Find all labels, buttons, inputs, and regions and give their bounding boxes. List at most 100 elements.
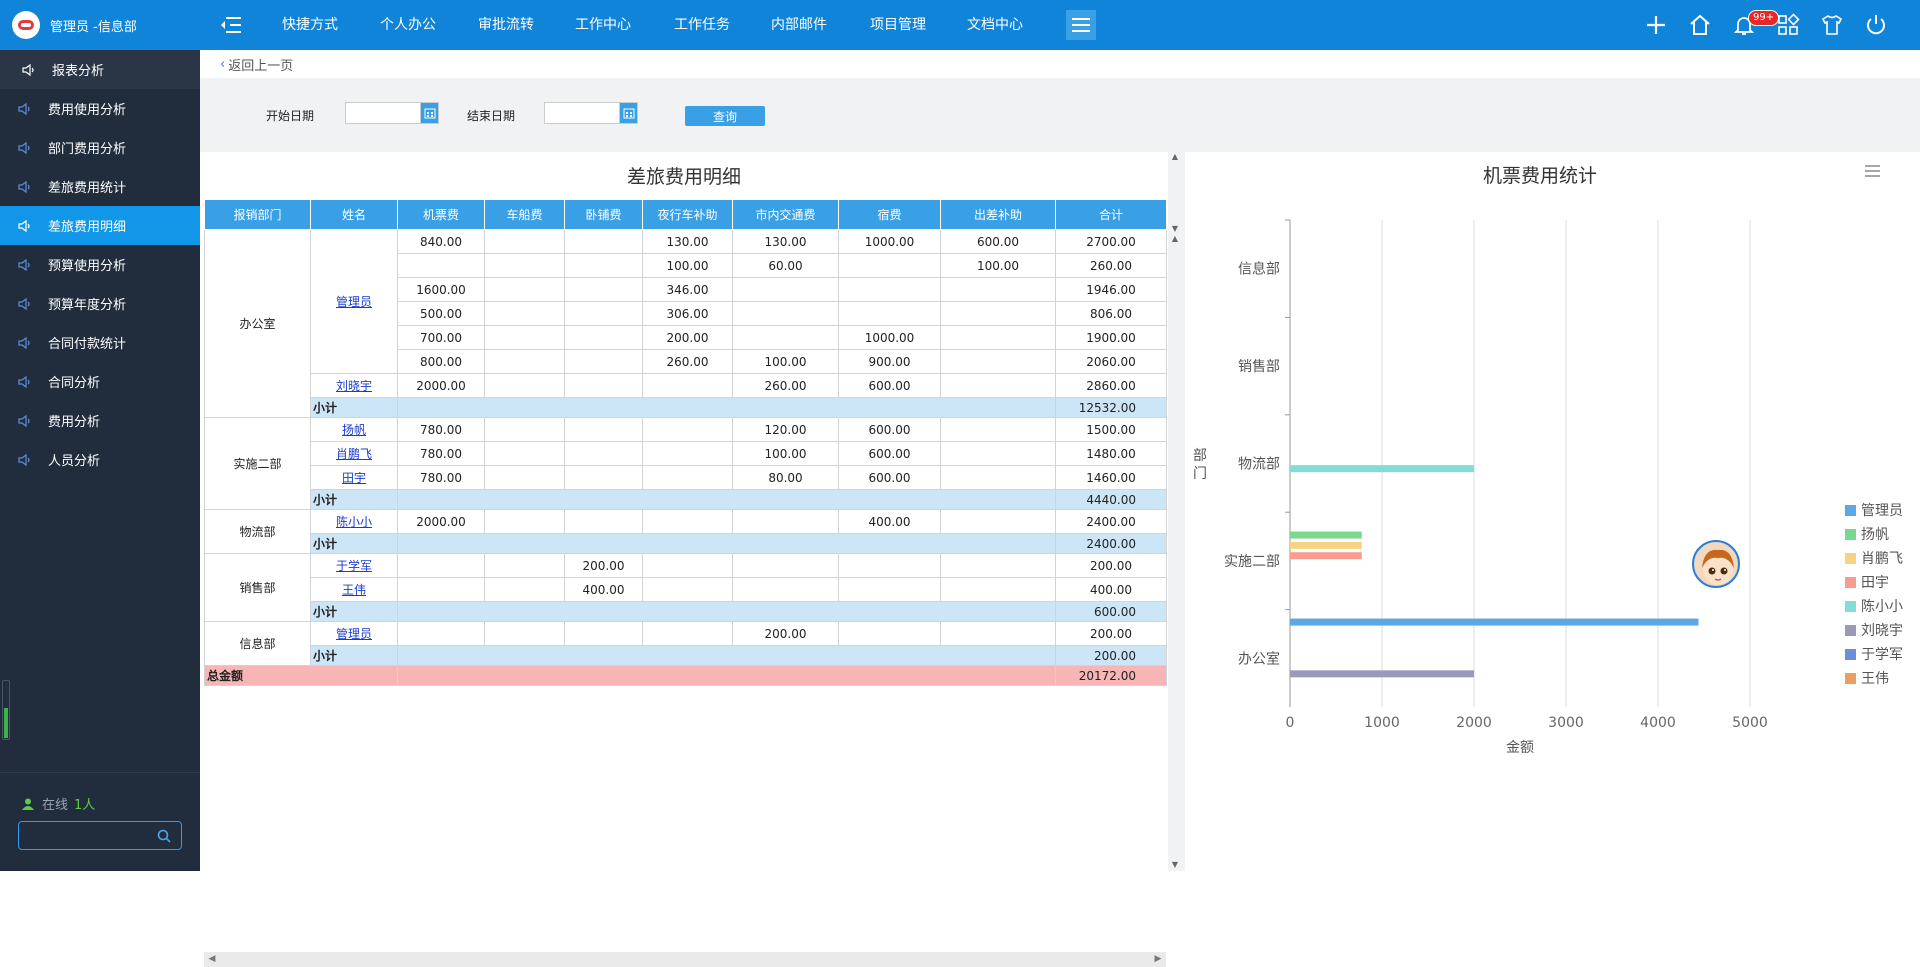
sidebar-item-label: 合同分析: [48, 376, 101, 391]
sidebar-item-2[interactable]: 部门费用分析: [0, 128, 200, 167]
column-header: 机票费: [397, 199, 485, 230]
value-cell: 700.00: [397, 325, 485, 350]
value-cell: [564, 417, 643, 442]
nav-link-5[interactable]: 内部邮件: [771, 17, 827, 33]
plus-icon[interactable]: [1644, 13, 1668, 37]
value-cell: 2000.00: [397, 509, 485, 534]
sidebar-item-5[interactable]: 预算使用分析: [0, 245, 200, 284]
end-date-field[interactable]: [544, 102, 638, 124]
value-cell: [940, 553, 1056, 578]
apps-icon[interactable]: [1776, 13, 1800, 37]
person-link[interactable]: 刘晓宇: [310, 373, 398, 398]
sidebar-item-label: 费用分析: [48, 415, 101, 430]
sidebar-item-0[interactable]: 报表分析: [0, 50, 200, 89]
nav-link-1[interactable]: 个人办公: [380, 17, 436, 33]
value-cell: 200.00: [1055, 621, 1167, 646]
scroll-down-icon[interactable]: ▼: [1171, 860, 1179, 869]
total-amount: 20172.00: [1055, 665, 1167, 686]
person-link[interactable]: 于学军: [310, 553, 398, 578]
detail-table-panel: 差旅费用明细 报销部门 姓名 机票费 车船费 卧铺费 夜行车补助 市内交通费 宿费 出差补助 合计…: [200, 152, 1168, 967]
legend-swatch: [1845, 528, 1856, 540]
start-date-label: 开始日期: [266, 109, 315, 123]
subtotal-spacer: [397, 397, 1056, 418]
bell-icon[interactable]: [1732, 13, 1756, 37]
legend-swatch: [1845, 600, 1856, 612]
sidebar-item-8[interactable]: 合同分析: [0, 362, 200, 401]
value-cell: [838, 621, 941, 646]
notification-badge: 99+: [1748, 10, 1780, 26]
value-cell: 2060.00: [1055, 349, 1167, 374]
legend-item[interactable]: 刘晓宇: [1845, 620, 1903, 640]
calendar-icon[interactable]: [420, 103, 438, 123]
sidebar-item-label: 差旅费用统计: [48, 181, 127, 196]
bar: [1290, 541, 1362, 549]
sidebar-item-10[interactable]: 人员分析: [0, 440, 200, 479]
scroll-right-icon[interactable]: ▶: [1154, 954, 1162, 964]
sidebar-item-6[interactable]: 预算年度分析: [0, 284, 200, 323]
person-link[interactable]: 扬帆: [310, 417, 398, 442]
nav-link-2[interactable]: 审批流转: [478, 17, 534, 33]
person-link[interactable]: 田宇: [310, 465, 398, 490]
value-cell: 100.00: [732, 441, 839, 466]
sidebar-item-9[interactable]: 费用分析: [0, 401, 200, 440]
value-cell: [397, 621, 485, 646]
person-link[interactable]: 管理员: [310, 621, 398, 646]
legend-item[interactable]: 陈小小: [1845, 596, 1903, 616]
scroll-down-icon[interactable]: ▼: [1171, 224, 1179, 233]
legend-swatch: [1845, 504, 1856, 516]
legend-item[interactable]: 王伟: [1845, 668, 1889, 688]
home-icon[interactable]: [1688, 13, 1712, 37]
horizontal-scrollbar[interactable]: ◀ ▶: [204, 952, 1166, 967]
sidebar-item-3[interactable]: 差旅费用统计: [0, 167, 200, 206]
table-row: 700.00 200.00 1000.00 1900.00: [205, 325, 1167, 350]
start-date-field[interactable]: [345, 102, 439, 124]
sidebar-item-4[interactable]: 差旅费用明细: [0, 206, 200, 245]
value-cell: [397, 553, 485, 578]
nav-link-3[interactable]: 工作中心: [575, 17, 631, 33]
sidebar-item-1[interactable]: 费用使用分析: [0, 89, 200, 128]
speaker-icon: [18, 219, 30, 232]
person-link[interactable]: 管理员: [310, 229, 398, 374]
nav-link-0[interactable]: 快捷方式: [282, 17, 338, 33]
value-cell: [940, 509, 1056, 534]
chart-menu-icon[interactable]: [1865, 165, 1880, 177]
value-cell: [732, 277, 839, 302]
sidebar-search-input[interactable]: [19, 822, 149, 849]
y-axis-label: 门: [1193, 466, 1207, 482]
scroll-left-icon[interactable]: ◀: [208, 954, 216, 964]
query-button[interactable]: 查询: [685, 106, 765, 126]
person-link[interactable]: 陈小小: [310, 509, 398, 534]
table-row: 田宇 780.00 80.00 600.00 1460.00: [205, 465, 1167, 490]
avatar[interactable]: [1692, 540, 1740, 588]
legend-label: 田宇: [1861, 575, 1889, 591]
calendar-icon[interactable]: [619, 103, 637, 123]
value-cell: 2000.00: [397, 373, 485, 398]
sidebar-item-7[interactable]: 合同付款统计: [0, 323, 200, 362]
scroll-up-icon[interactable]: ▲: [1171, 234, 1179, 243]
legend-item[interactable]: 于学军: [1845, 644, 1903, 664]
scroll-up-icon[interactable]: ▲: [1171, 152, 1179, 161]
back-link[interactable]: 返回上一页: [228, 58, 294, 74]
legend-item[interactable]: 管理员: [1845, 500, 1903, 520]
legend-item[interactable]: 肖鹏飞: [1845, 548, 1903, 568]
value-cell: [564, 441, 643, 466]
airfare-chart-panel: 机票费用统计 0 1000 2000 3000 4000 5000 信息部 销售部 物流部 实施二部…: [1185, 152, 1920, 871]
nav-link-6[interactable]: 项目管理: [870, 17, 926, 33]
person-link[interactable]: 王伟: [310, 577, 398, 602]
shirt-icon[interactable]: [1820, 13, 1844, 37]
legend-item[interactable]: 扬帆: [1845, 524, 1889, 544]
value-cell: [484, 553, 565, 578]
value-cell: [484, 373, 565, 398]
search-icon[interactable]: [157, 829, 171, 843]
menu-toggle-icon[interactable]: [220, 15, 242, 35]
person-link[interactable]: 肖鹏飞: [310, 441, 398, 466]
nav-link-4[interactable]: 工作任务: [674, 17, 730, 33]
value-cell: 780.00: [397, 417, 485, 442]
value-cell: [732, 509, 839, 534]
power-icon[interactable]: [1864, 13, 1888, 37]
legend-item[interactable]: 田宇: [1845, 572, 1889, 592]
more-menu-button[interactable]: [1066, 10, 1096, 40]
nav-link-7[interactable]: 文档中心: [967, 17, 1023, 33]
signal-indicator: [2, 680, 10, 740]
vertical-scrollbar[interactable]: ▲ ▼ ▲ ▼: [1169, 152, 1181, 871]
